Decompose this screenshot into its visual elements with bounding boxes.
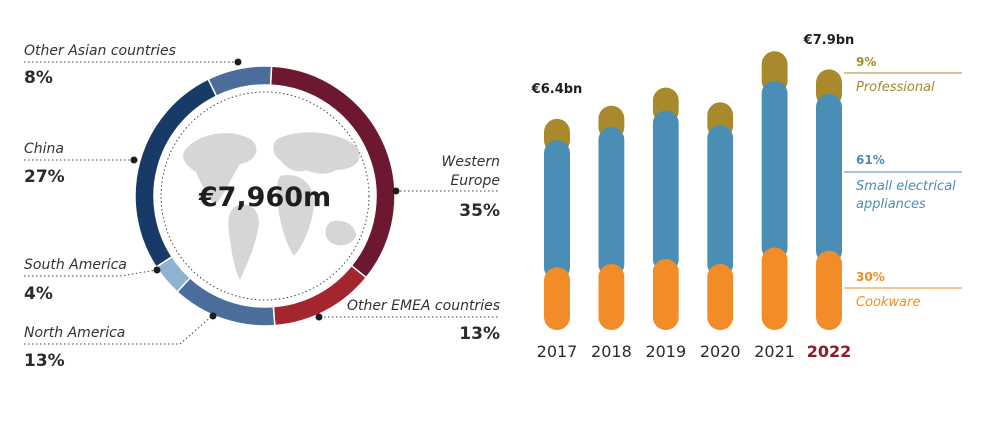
bar-segment-2017-small-electrical-appliances: [544, 140, 570, 281]
legend-name-small-electrical-line1: Small electrical: [856, 179, 956, 194]
year-label-2019: 2019: [645, 342, 686, 361]
legend-name-professional: Professional: [856, 80, 935, 95]
bar-segment-2019-small-electrical-appliances: [652, 110, 679, 273]
label-western-europe-line2: Europe: [450, 173, 500, 189]
bar-segment-2020-small-electrical-appliances: [707, 125, 734, 278]
donut-slice-other-asian-countries: [207, 65, 273, 98]
bar-column-2020: [707, 102, 734, 330]
year-label-2020: 2020: [700, 342, 741, 361]
bar-segment-2021-small-electrical-appliances: [761, 80, 788, 261]
dot-other-asian: [234, 58, 242, 66]
bar-segments-2019: [652, 87, 679, 330]
bar-column-2018: [598, 105, 625, 330]
dot-western-europe: [392, 187, 400, 195]
label-north-america: North America: [24, 325, 125, 341]
stacked-bar-chart: [544, 51, 842, 331]
leader-line-north-america: [24, 315, 213, 345]
pct-south-america: 4%: [24, 284, 53, 304]
bar-segment-2021-cookware: [761, 247, 788, 331]
pct-china: 27%: [24, 167, 65, 187]
legend-pct-professional: 9%: [856, 55, 876, 69]
world-map-icon: [183, 132, 360, 280]
bar-segments-2020: [707, 102, 734, 330]
bar-column-2022: [816, 69, 842, 331]
pct-western-europe: 35%: [459, 201, 500, 221]
year-label-2017: 2017: [537, 342, 578, 361]
bar-segment-2020-cookware: [707, 264, 734, 330]
dot-south-america: [153, 266, 161, 274]
pct-other-emea-countries: 13%: [459, 324, 500, 344]
label-south-america: South America: [24, 257, 127, 273]
bar-segments-2022: [816, 69, 842, 331]
label-other-emea-countries: Other EMEA countries: [347, 298, 500, 314]
total-label-2022: €7.9bn: [803, 33, 855, 48]
bar-column-2019: [652, 87, 679, 330]
total-label-2017: €6.4bn: [531, 82, 583, 97]
bar-segment-2017-cookware: [544, 267, 570, 330]
year-axis-labels: 2017 2018 2019 2020 2021 2022: [537, 342, 852, 361]
year-label-2022: 2022: [807, 342, 852, 361]
label-china: China: [24, 141, 64, 157]
bar-segments-2018: [598, 105, 625, 330]
bar-segments-2021: [761, 51, 788, 331]
leader-line-south-america: [24, 269, 158, 277]
bar-segment-2022-small-electrical-appliances: [816, 94, 842, 264]
bar-segment-2018-cookware: [598, 264, 625, 330]
legend-name-cookware: Cookware: [856, 295, 920, 310]
bar-segment-2022-cookware: [816, 250, 842, 331]
bar-segments-2017: [544, 118, 570, 330]
legend-pct-small-electrical: 61%: [856, 153, 885, 167]
donut-chart: €7,960m: [134, 65, 396, 327]
dot-other-emea: [315, 313, 323, 321]
bar-legend: 9% Professional 61% Small electrical app…: [844, 55, 962, 310]
bar-column-2021: [761, 51, 788, 331]
donut-label-dots: [130, 58, 400, 321]
year-label-2018: 2018: [591, 342, 632, 361]
label-other-asian-countries: Other Asian countries: [24, 43, 176, 59]
bar-segment-2019-cookware: [652, 259, 679, 330]
pct-other-asian-countries: 8%: [24, 68, 53, 88]
donut-slices: [134, 65, 396, 327]
bar-column-2017: [544, 118, 570, 330]
legend-pct-cookware: 30%: [856, 270, 885, 284]
year-label-2021: 2021: [754, 342, 795, 361]
donut-center-total: €7,960m: [198, 182, 331, 213]
donut-labels: [24, 61, 500, 345]
bar-segment-2018-small-electrical-appliances: [598, 127, 625, 277]
legend-name-small-electrical-line2: appliances: [856, 197, 926, 212]
pct-north-america: 13%: [24, 351, 65, 371]
dot-north-america: [209, 312, 217, 320]
label-western-europe-line1: Western: [442, 154, 500, 170]
dot-china: [130, 156, 138, 164]
